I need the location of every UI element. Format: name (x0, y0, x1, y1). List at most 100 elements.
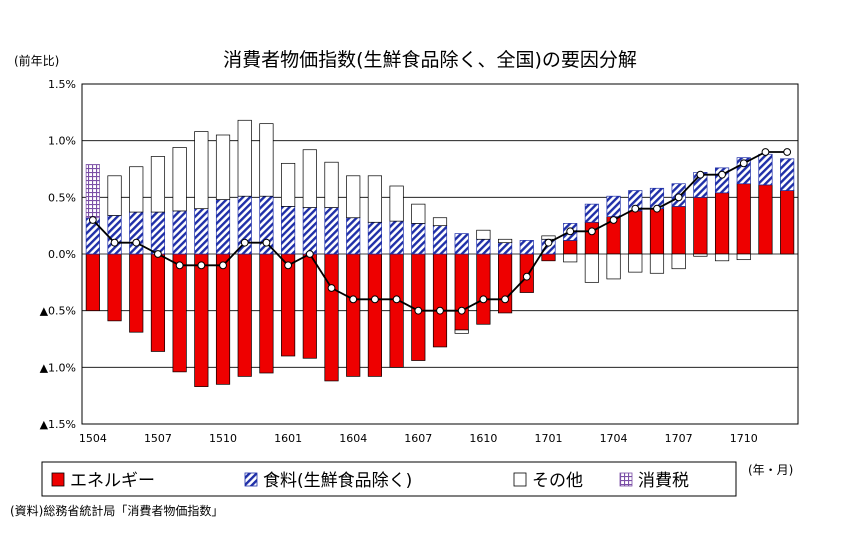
y-tick-label: 1.5% (48, 78, 76, 91)
total-point (631, 204, 640, 213)
x-tick-label: 1507 (144, 432, 172, 445)
total-point (132, 238, 141, 247)
other-bar (671, 253, 686, 270)
food-bar (107, 215, 122, 255)
other-bar (649, 253, 665, 274)
energy-bar (389, 253, 404, 368)
energy-bar (628, 210, 643, 255)
other-bar (324, 161, 339, 208)
energy-bar (584, 221, 599, 255)
other-bar (302, 149, 317, 208)
other-bar (259, 123, 274, 197)
energy-bar (541, 253, 556, 262)
other-bar (389, 185, 404, 222)
total-point (154, 250, 162, 258)
food-bar (302, 207, 317, 255)
other-bar (628, 253, 643, 273)
x-axis-ticks: 1504 1507 1510 1601 1604 1607 1610 1701 1704 1707… (79, 432, 758, 445)
food-bar (584, 203, 599, 223)
total-point (501, 295, 509, 304)
other-bar (584, 253, 599, 283)
energy-bar (736, 183, 751, 255)
other-bar (693, 253, 708, 257)
food-bar (215, 199, 231, 255)
total-point (696, 170, 705, 179)
total-point (262, 238, 271, 247)
source-note: (資料)総務省統計局「消費者物価指数」 (10, 503, 223, 518)
food-bar (606, 195, 621, 217)
total-point (761, 148, 770, 156)
total-point (739, 159, 748, 168)
total-point (718, 170, 726, 179)
total-point (371, 295, 379, 304)
other-bar (411, 203, 426, 224)
food-bar (498, 242, 513, 255)
total-point (479, 295, 488, 304)
total-point (566, 227, 575, 236)
energy-bar (194, 253, 209, 387)
other-bar (736, 253, 751, 261)
other-bar (454, 329, 469, 334)
total-point (88, 216, 97, 224)
total-point (544, 238, 553, 247)
energy-bar (476, 253, 491, 325)
tax-bar (85, 164, 100, 219)
other-bar (367, 175, 382, 223)
food-bar (172, 210, 187, 255)
energy-bar (107, 253, 122, 322)
energy-bar (671, 206, 686, 255)
other-bar (150, 156, 166, 213)
food-bar (324, 207, 339, 255)
energy-bar (129, 253, 144, 333)
energy-bar (259, 253, 274, 374)
x-tick-label: 1504 (79, 432, 107, 445)
energy-bar (237, 253, 252, 377)
energy-bar (302, 253, 317, 359)
other-bar (432, 217, 448, 227)
other-bar (714, 253, 730, 262)
energy-bar (454, 253, 469, 331)
legend-label-food: 食料(生鮮食品除く) (263, 471, 412, 491)
x-tick-label: 1510 (209, 432, 237, 445)
x-tick-label: 1610 (469, 432, 497, 445)
total-point (457, 306, 466, 315)
energy-bar (714, 192, 730, 255)
total-point (414, 306, 423, 315)
x-tick-label: 1607 (404, 432, 432, 445)
legend-swatch-tax (619, 472, 633, 487)
food-bar (150, 211, 166, 255)
energy-bar (563, 240, 578, 255)
food-bar (476, 238, 491, 255)
other-bar (281, 162, 296, 207)
other-bar (129, 166, 144, 213)
food-bar (758, 153, 773, 186)
food-bar (367, 221, 382, 255)
x-tick-label: 1701 (534, 432, 562, 445)
legend: エネルギー 食料(生鮮食品除く) その他 消費税 (41, 461, 737, 497)
energy-bar (172, 253, 187, 373)
x-tick-label: 1707 (665, 432, 693, 445)
other-bar (541, 235, 556, 240)
y-axis-unit: (前年比) (14, 53, 59, 68)
legend-label-other: その他 (532, 471, 583, 491)
other-bar (172, 147, 187, 212)
total-point (305, 250, 314, 258)
energy-bar (498, 253, 513, 314)
food-bar (389, 220, 404, 255)
energy-bar (432, 253, 448, 348)
other-bar (107, 175, 122, 216)
other-bar (476, 229, 491, 240)
other-bar (498, 238, 513, 244)
x-tick-label: 1710 (730, 432, 758, 445)
energy-bar (85, 253, 100, 312)
other-bar (346, 175, 361, 219)
total-point (110, 238, 119, 247)
y-axis-ticks: 1.5% 1.0% 0.5% 0.0% ▲0.5% ▲1.0% ▲1.5% (40, 78, 76, 431)
energy-bar (367, 253, 382, 377)
food-bar (281, 206, 296, 255)
energy-bar (346, 253, 361, 377)
other-bar (606, 253, 621, 280)
food-bar (194, 208, 209, 255)
total-point (349, 295, 358, 304)
